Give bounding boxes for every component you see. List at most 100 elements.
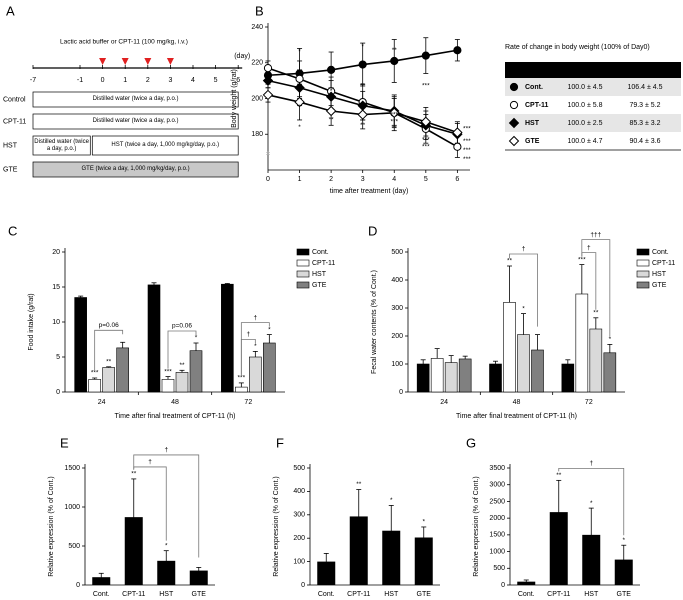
bracket bbox=[581, 239, 611, 337]
bracket-label: † bbox=[587, 244, 591, 251]
bar bbox=[221, 283, 234, 393]
marker bbox=[389, 107, 400, 119]
significance-label: ** bbox=[507, 258, 513, 265]
panel-label: F bbox=[276, 435, 284, 450]
table-cell: 100.0 ± 5.8 bbox=[568, 102, 603, 109]
bar bbox=[517, 581, 536, 585]
marker bbox=[390, 56, 399, 66]
injection-marker bbox=[121, 58, 129, 65]
legend-swatch bbox=[296, 270, 310, 278]
significance-label: ** bbox=[106, 359, 112, 366]
regimen-box bbox=[32, 135, 91, 156]
table-caption: Rate of change in body weight (100% of D… bbox=[505, 44, 650, 51]
marker bbox=[325, 91, 337, 102]
legend-label: HST bbox=[652, 271, 667, 278]
significance-label: * bbox=[254, 343, 257, 350]
y-tick-label: 200 bbox=[251, 95, 263, 102]
significance-label: ** bbox=[392, 126, 398, 133]
table-cell: 79.3 ± 5.2 bbox=[629, 102, 660, 109]
x-tick-label: 1 bbox=[298, 176, 302, 183]
x-tick-label: HST bbox=[159, 591, 174, 598]
legend-swatch bbox=[296, 259, 310, 267]
significance-label: ** bbox=[329, 117, 335, 124]
y-tick-label: 3000 bbox=[489, 482, 505, 489]
legend-swatch bbox=[296, 281, 310, 289]
y-tick-label: 0 bbox=[76, 582, 80, 589]
panel-label: A bbox=[6, 3, 15, 18]
injection-marker bbox=[166, 58, 174, 65]
significance-label: *** bbox=[390, 111, 398, 118]
bar bbox=[589, 328, 603, 393]
regimen-text-box: GTE (twice a day, 1,000 mg/kg/day, p.o.) bbox=[81, 166, 190, 172]
table-row bbox=[505, 114, 681, 132]
x-tick-label: 5 bbox=[424, 176, 428, 183]
x-tick-label: 3 bbox=[361, 176, 365, 183]
group-label: HST bbox=[3, 142, 18, 149]
significance-label: *** bbox=[463, 147, 471, 154]
bar bbox=[561, 363, 575, 393]
timeline-tick-label: 0 bbox=[101, 77, 105, 84]
table-cell: 90.4 ± 3.6 bbox=[629, 138, 660, 145]
panel-label: B bbox=[255, 3, 264, 18]
regimen-label: GTE (twice a day, 1,000 mg/kg/day, p.o.) bbox=[81, 166, 190, 172]
marker bbox=[420, 116, 432, 127]
legend-label: HST bbox=[312, 271, 327, 278]
bracket bbox=[133, 454, 200, 558]
timeline-tick-label: 1 bbox=[123, 77, 127, 84]
x-axis-label: Time after final treatment of CPT-11 (h) bbox=[115, 413, 236, 420]
bar bbox=[116, 347, 129, 393]
legend-label: CPT-11 bbox=[312, 260, 335, 267]
y-tick-label: 240 bbox=[251, 24, 263, 31]
y-tick-label: 0 bbox=[56, 389, 60, 396]
bar bbox=[92, 577, 111, 585]
x-tick-label: CPT-11 bbox=[122, 591, 145, 598]
significance-label: * bbox=[422, 519, 425, 526]
significance-label: * bbox=[390, 497, 393, 504]
legend-swatch bbox=[636, 270, 650, 278]
bar bbox=[157, 560, 176, 585]
bar bbox=[102, 367, 115, 393]
bar bbox=[517, 334, 530, 393]
bar bbox=[458, 358, 472, 393]
significance-label: ** bbox=[392, 47, 398, 54]
timeline-tick-label: 5 bbox=[214, 77, 218, 84]
x-tick-label: Cont. bbox=[93, 591, 110, 598]
table-cell: 106.4 ± 4.5 bbox=[628, 84, 663, 91]
y-tick-label: 0 bbox=[399, 389, 403, 396]
bar bbox=[235, 386, 248, 393]
x-tick-label: GTE bbox=[417, 591, 432, 598]
bracket-label: † bbox=[522, 246, 526, 253]
x-tick-label: Cont. bbox=[518, 591, 535, 598]
table-cell: 100.0 ± 2.5 bbox=[568, 120, 603, 127]
y-tick-label: 300 bbox=[293, 512, 305, 519]
y-tick-label: 500 bbox=[68, 543, 80, 550]
regimen-label: Distilled water (twice a day, p.o.) bbox=[92, 96, 179, 102]
significance-label: ** bbox=[356, 481, 362, 488]
legend-swatch bbox=[636, 281, 650, 289]
table-row-name: GTE bbox=[525, 138, 540, 145]
timeline-tick-label: -7 bbox=[30, 77, 36, 84]
marker bbox=[357, 109, 368, 120]
bar bbox=[503, 302, 516, 393]
marker bbox=[294, 82, 305, 93]
axis-break: = bbox=[266, 151, 270, 158]
x-tick-label: 6 bbox=[455, 176, 459, 183]
significance-label: * bbox=[195, 335, 198, 342]
significance-label: * bbox=[330, 88, 333, 95]
significance-label: * bbox=[298, 124, 301, 131]
y-tick-label: 0 bbox=[301, 582, 305, 589]
x-tick-label: HST bbox=[584, 591, 599, 598]
marker bbox=[421, 51, 430, 60]
x-tick-label: GTE bbox=[192, 591, 207, 598]
x-tick-label: 4 bbox=[392, 176, 396, 183]
y-tick-label: 0 bbox=[501, 582, 505, 589]
significance-label: ** bbox=[131, 471, 137, 478]
bar bbox=[575, 293, 589, 393]
panel-label: E bbox=[60, 435, 69, 450]
bar bbox=[263, 342, 276, 393]
x-tick-label: HST bbox=[384, 591, 399, 598]
marker bbox=[453, 142, 462, 151]
timeline-tick-label: 2 bbox=[146, 77, 150, 84]
y-tick-label: 180 bbox=[251, 131, 263, 138]
marker bbox=[263, 64, 273, 73]
